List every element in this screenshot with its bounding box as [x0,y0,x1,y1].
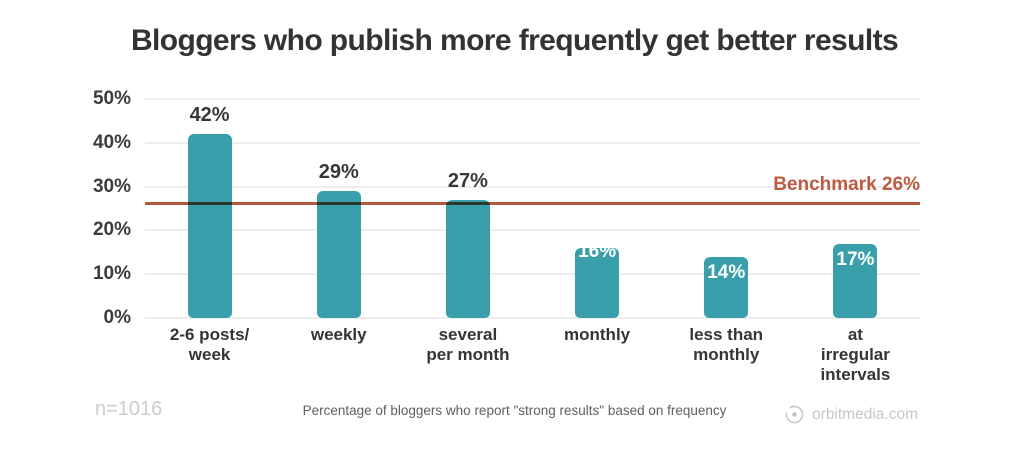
category-label: monthly [564,325,631,344]
bar-value-label: 42% [189,104,230,127]
y-axis-tick-label: 10% [92,263,131,285]
category-label: less than monthly [689,325,764,364]
bar-value-label: 16% [578,247,617,262]
gridline [145,273,920,276]
y-axis-tick-label: 0% [103,307,131,328]
bar [316,190,361,318]
bar: 17% [833,243,878,318]
bar-value-label: 27% [447,169,488,192]
category-label: several per month [426,325,510,364]
orbit-logo-icon [784,404,805,425]
y-axis-tick-label: 30% [92,175,131,197]
y-axis-tick-label: 40% [92,131,131,153]
gridline [145,141,920,144]
plot-area: 42% 29% 27% 16% 14% 17% Benchmark 26% [145,98,920,319]
bar-value-label: 14% [707,261,746,283]
bar [445,199,490,318]
bar: 14% [704,256,749,318]
bar-value-label: 17% [836,248,875,270]
category-label: at irregular intervals [820,325,891,384]
gridline [145,98,920,100]
brand-domain: orbitmedia.com [812,405,918,423]
sample-size-label: n=1016 [95,398,163,420]
bar-value-label: 29% [318,160,359,183]
x-axis-labels: 2-6 posts/ week weekly several per month mo… [145,325,920,395]
y-axis-tick-label: 20% [92,219,131,241]
category-label: weekly [310,325,367,344]
chart-caption: Percentage of bloggers who report "stron… [302,403,727,418]
benchmark-line [145,202,920,206]
bar: 16% [575,247,620,318]
gridline [145,185,920,188]
page-title: Bloggers who publish more frequently get… [130,24,899,57]
category-label: 2-6 posts/ week [169,325,250,364]
gridline [145,229,920,232]
brand-attribution: orbitmedia.com [784,404,918,425]
benchmark-label: Benchmark 26% [773,174,920,196]
gridline [145,317,920,319]
y-axis: 0% 10% 20% 30% 40% 50% [0,89,138,328]
y-axis-tick-label: 50% [92,88,131,109]
bar [187,134,232,318]
